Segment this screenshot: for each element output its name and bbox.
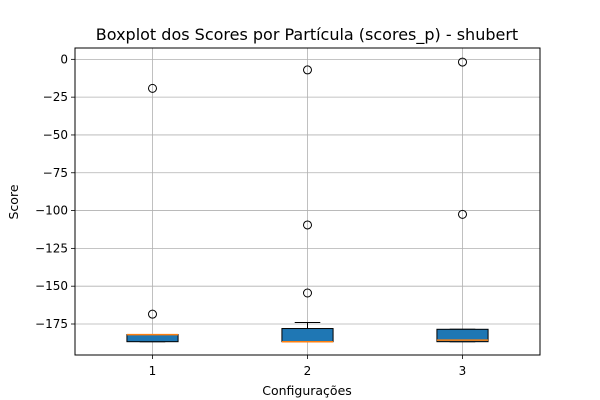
axis-ticks: 0 −25 −50 −75 −100 −125 −150 −175 1 2 3 [35, 52, 466, 378]
x-axis-label: Configurações [262, 383, 352, 398]
box-group-3 [436, 57, 489, 343]
x-tick-label: 1 [149, 364, 157, 378]
y-tick-label: −125 [35, 241, 68, 255]
box-body [126, 334, 179, 343]
chart-title: Boxplot dos Scores por Partícula (scores… [96, 25, 518, 45]
outlier-point [303, 288, 312, 298]
outlier-point [148, 309, 157, 319]
box-body [281, 328, 334, 343]
y-tick-label: −25 [43, 90, 68, 104]
y-tick-label: −150 [35, 279, 68, 293]
boxes-layer [126, 57, 489, 343]
x-tick-label: 3 [459, 364, 467, 378]
y-axis-label: Score [6, 184, 21, 219]
y-tick-label: −100 [35, 204, 68, 218]
box-group-2 [281, 65, 334, 343]
box-body [436, 328, 489, 343]
outlier-point [303, 220, 312, 230]
grid-lines [75, 48, 540, 355]
y-tick-label: −50 [43, 128, 68, 142]
outlier-point [458, 57, 467, 67]
y-tick-label: −175 [35, 317, 68, 331]
y-tick-label: 0 [60, 52, 68, 66]
outlier-point [148, 83, 157, 93]
box-group-1 [126, 83, 179, 343]
y-tick-label: −75 [43, 166, 68, 180]
outlier-point [458, 209, 467, 219]
outlier-point [303, 65, 312, 75]
x-tick-label: 2 [304, 364, 312, 378]
